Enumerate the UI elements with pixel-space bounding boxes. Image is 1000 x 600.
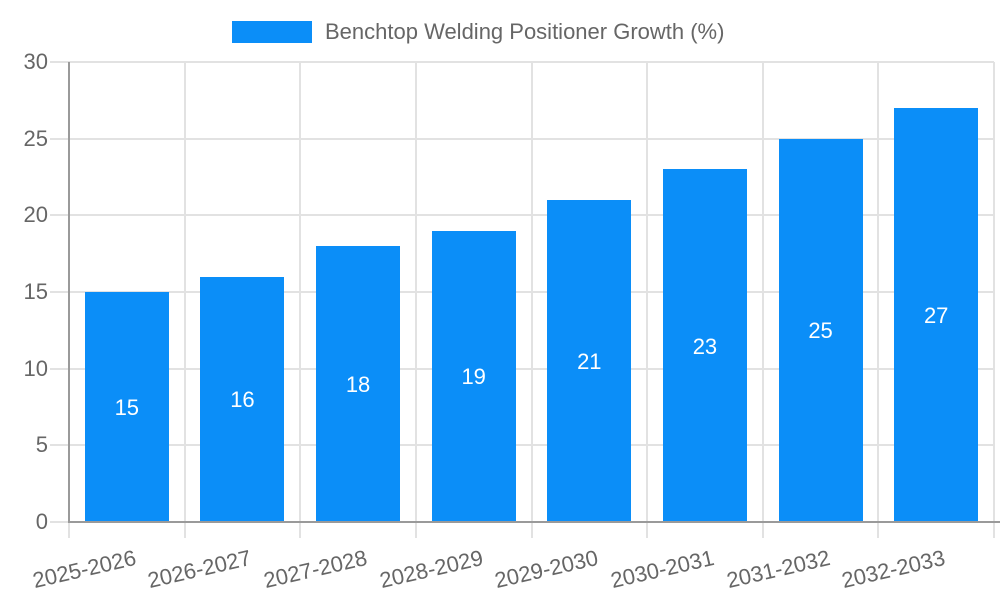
gridline-v xyxy=(646,62,649,538)
bar-value-label: 15 xyxy=(114,395,140,420)
bar-2026-2027[interactable] xyxy=(200,276,285,522)
y-axis-tick xyxy=(50,521,69,523)
gridline-h xyxy=(50,291,994,293)
bar-value-label: 25 xyxy=(808,318,833,344)
bar-2030-2031[interactable] xyxy=(662,169,747,522)
bar-2031-2032[interactable] xyxy=(778,138,863,522)
bar-value-label: 27 xyxy=(923,303,949,328)
gridline-h xyxy=(50,214,994,217)
gridline-v xyxy=(530,62,533,538)
bar-value-label: 18 xyxy=(345,372,371,397)
y-tick-label: 15 xyxy=(23,279,48,304)
gridline-h xyxy=(50,61,994,63)
bar-value-label: 23 xyxy=(692,333,718,359)
gridline-h xyxy=(50,137,994,140)
bar-value-label: 19 xyxy=(461,364,486,390)
gridline-v xyxy=(183,62,186,538)
gridline-v xyxy=(877,62,880,538)
bar-value-label: 16 xyxy=(230,387,255,413)
y-axis-line xyxy=(68,62,70,523)
y-tick-label: 5 xyxy=(35,432,48,458)
bar-2027-2028[interactable] xyxy=(316,246,401,522)
bar-2028-2029[interactable] xyxy=(431,230,516,522)
gridline-v xyxy=(299,62,302,538)
gridline-v xyxy=(761,62,764,538)
y-tick-label: 10 xyxy=(23,355,48,381)
legend-swatch-icon xyxy=(232,21,312,43)
gridline-v xyxy=(993,62,995,538)
gridline-h xyxy=(50,444,994,447)
gridline-h xyxy=(50,367,994,370)
bar-2025-2026[interactable] xyxy=(84,292,169,522)
x-axis-line xyxy=(68,521,1000,523)
y-tick-label: 20 xyxy=(23,202,48,228)
bar-2032-2033[interactable] xyxy=(894,108,979,522)
bar-2029-2030[interactable] xyxy=(547,200,632,522)
y-tick-label: 25 xyxy=(23,125,48,151)
bar-value-label: 21 xyxy=(577,349,602,374)
y-tick-label: 0 xyxy=(35,509,48,534)
gridline-v xyxy=(414,62,417,538)
y-tick-label: 30 xyxy=(23,49,48,74)
legend-label: Benchtop Welding Positioner Growth (%) xyxy=(325,19,725,44)
legend-item[interactable]: Benchtop Welding Positioner Growth (%) xyxy=(232,21,724,43)
